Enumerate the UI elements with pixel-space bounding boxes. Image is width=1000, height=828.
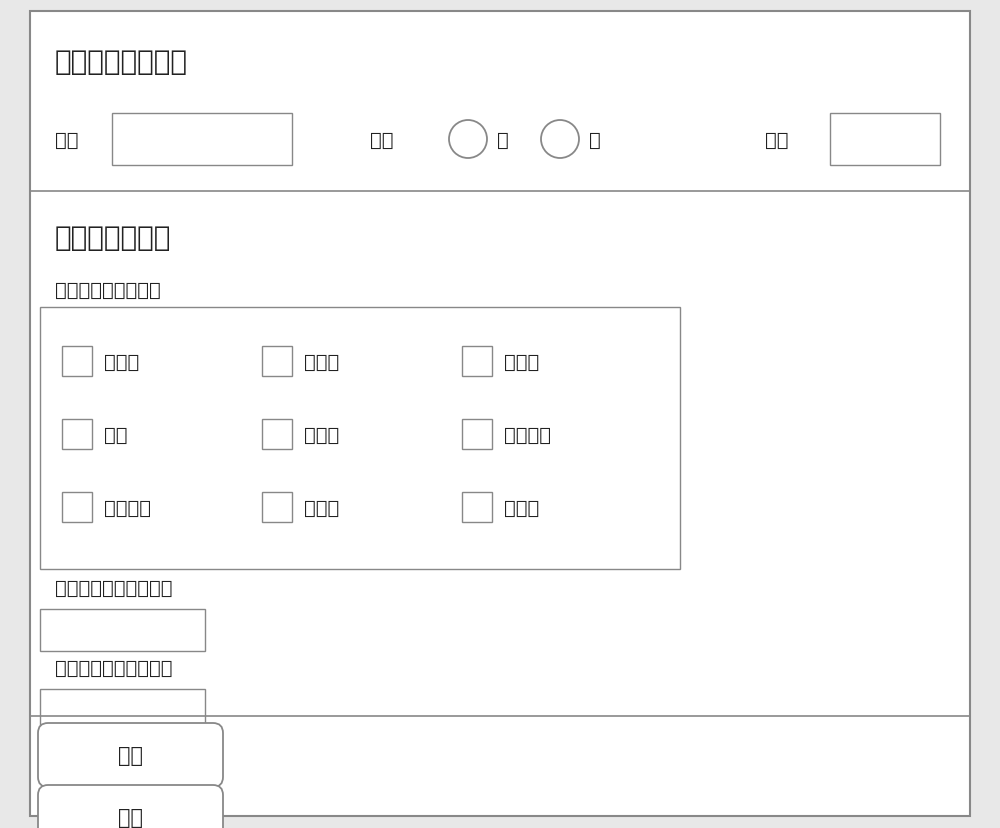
Circle shape — [541, 121, 579, 159]
Bar — [262, 493, 292, 522]
Bar — [462, 420, 492, 450]
FancyBboxPatch shape — [38, 785, 223, 828]
Text: 起落架: 起落架 — [504, 352, 539, 371]
Bar — [262, 420, 292, 450]
Text: 航向角: 航向角 — [304, 352, 339, 371]
Bar — [40, 308, 680, 570]
Text: 设置异常信息间隔时间: 设置异常信息间隔时间 — [55, 657, 173, 676]
Text: 请输入飞行员信息: 请输入飞行员信息 — [55, 48, 188, 76]
Text: 气压高度: 气压高度 — [504, 425, 551, 444]
Text: 姓名: 姓名 — [55, 130, 78, 149]
Bar — [462, 493, 492, 522]
Bar — [62, 420, 92, 450]
Text: 取消: 取消 — [118, 807, 143, 827]
Text: 滚转角: 滚转角 — [304, 498, 339, 517]
Text: 设置异常信息呈现时间: 设置异常信息呈现时间 — [55, 578, 173, 597]
Bar — [62, 347, 92, 377]
Bar — [112, 114, 292, 166]
Text: 女: 女 — [589, 130, 601, 149]
Text: 性别: 性别 — [370, 130, 394, 149]
Circle shape — [449, 121, 487, 159]
Text: 方向舵: 方向舵 — [104, 352, 139, 371]
Bar — [62, 493, 92, 522]
Bar — [462, 347, 492, 377]
Bar — [262, 347, 292, 377]
FancyBboxPatch shape — [38, 723, 223, 787]
Bar — [40, 689, 205, 731]
Text: 年龄: 年龄 — [765, 130, 788, 149]
Bar — [40, 609, 205, 651]
Text: 俯仰角: 俯仰角 — [304, 425, 339, 444]
Text: 空速: 空速 — [104, 425, 128, 444]
Text: 设置异常信息的类别: 设置异常信息的类别 — [55, 280, 161, 299]
Text: 男: 男 — [497, 130, 509, 149]
Text: 发动机: 发动机 — [504, 498, 539, 517]
Bar — [830, 114, 940, 166]
Text: 确定: 确定 — [118, 745, 143, 765]
Text: 请选择实验条件: 请选择实验条件 — [55, 224, 171, 252]
Text: 副翼位置: 副翼位置 — [104, 498, 151, 517]
